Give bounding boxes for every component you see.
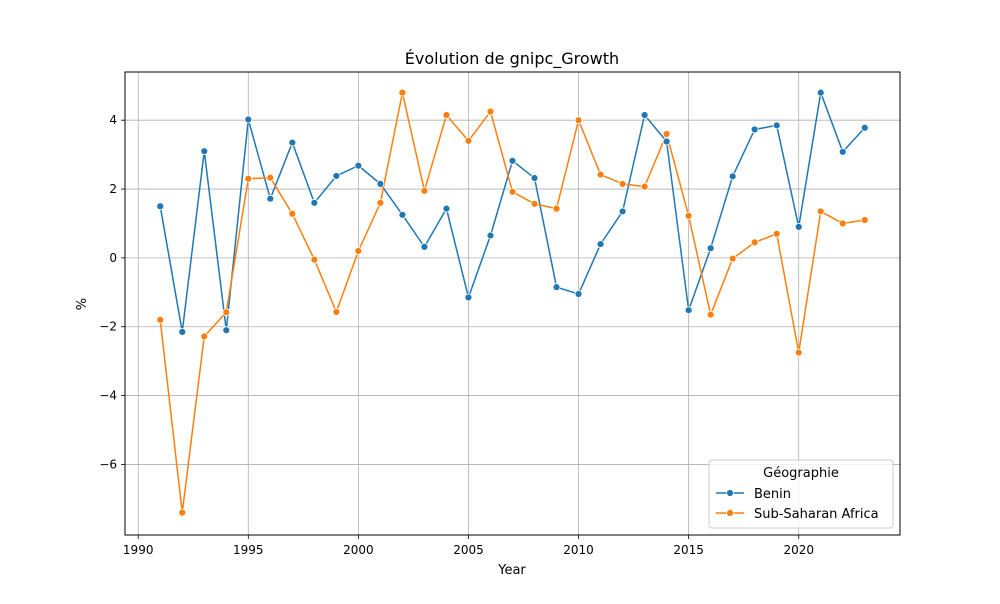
legend-marker-benin [726, 489, 734, 497]
x-tick-label: 1990 [123, 543, 154, 557]
data-point-benin [684, 306, 693, 315]
data-point-ssa [200, 332, 209, 341]
data-point-benin [222, 326, 231, 335]
data-point-ssa [464, 136, 473, 145]
data-point-benin [640, 111, 649, 119]
y-tick-label: 2 [109, 182, 117, 196]
data-point-ssa [750, 238, 759, 247]
data-point-benin [596, 240, 605, 249]
x-tick-label: 2020 [783, 543, 814, 557]
data-point-benin [310, 198, 319, 207]
data-point-ssa [574, 116, 583, 125]
data-point-ssa [332, 308, 341, 316]
data-point-benin [706, 244, 715, 253]
data-point-benin [552, 283, 561, 292]
data-point-benin [816, 88, 825, 97]
plot-frame [124, 71, 901, 536]
data-point-benin [156, 202, 165, 211]
data-point-benin [178, 327, 187, 336]
data-point-benin [332, 172, 341, 180]
data-point-benin [838, 147, 847, 156]
y-tick-label: −6 [99, 457, 117, 471]
x-tick-label: 2005 [453, 543, 484, 557]
y-tick-label: −4 [99, 389, 117, 403]
data-point-benin [464, 293, 473, 302]
data-point-benin [442, 204, 451, 213]
data-point-ssa [156, 315, 165, 324]
data-point-ssa [486, 107, 495, 116]
y-tick-label: 4 [109, 113, 117, 127]
data-point-benin [794, 223, 803, 231]
y-tick-label: 0 [109, 251, 117, 265]
data-point-ssa [816, 207, 825, 216]
data-point-ssa [222, 308, 231, 317]
data-point-benin [618, 207, 627, 216]
data-point-benin [200, 147, 209, 156]
data-point-ssa [178, 508, 187, 517]
data-point-benin [772, 121, 781, 130]
data-point-ssa [552, 204, 561, 213]
data-point-benin [662, 137, 671, 146]
y-axis-label: % [75, 298, 90, 310]
data-point-benin [574, 290, 583, 298]
y-tick-label: −2 [99, 320, 117, 334]
y-axis-ticks: −6 −4 −2 0 2 4 [99, 113, 125, 471]
data-point-ssa [420, 186, 429, 195]
data-point-benin [750, 125, 759, 134]
chart-title: Évolution de gnipc_Growth [405, 49, 619, 69]
data-point-ssa [662, 130, 671, 138]
data-point-ssa [288, 209, 297, 218]
legend-marker-ssa [726, 509, 734, 517]
data-point-ssa [772, 229, 781, 238]
data-point-benin [398, 210, 407, 219]
data-point-benin [354, 161, 363, 170]
legend-label-ssa: Sub-Saharan Africa [754, 507, 879, 522]
x-axis-label: Year [497, 563, 526, 578]
x-tick-label: 1995 [233, 543, 264, 557]
legend-title: Géographie [763, 466, 839, 481]
data-point-ssa [640, 182, 649, 191]
data-point-ssa [860, 216, 869, 224]
data-point-ssa [354, 247, 363, 255]
x-tick-label: 2015 [673, 543, 704, 557]
data-point-benin [728, 172, 737, 181]
data-point-ssa [442, 111, 451, 119]
data-point-ssa [706, 310, 715, 319]
data-point-ssa [398, 88, 407, 97]
data-point-ssa [838, 219, 847, 228]
data-point-ssa [596, 170, 605, 179]
data-point-ssa [376, 198, 385, 207]
x-tick-label: 2000 [343, 543, 374, 557]
data-point-ssa [508, 187, 517, 196]
data-point-benin [486, 231, 495, 240]
series-markers [156, 88, 869, 517]
data-point-benin [266, 194, 275, 203]
data-point-ssa [794, 348, 803, 357]
data-point-benin [244, 115, 253, 124]
x-axis-ticks: 1990 1995 2000 2005 2010 2015 2020 [123, 535, 814, 557]
legend-box [708, 459, 894, 529]
data-point-benin [420, 242, 429, 251]
legend: Géographie Benin Sub-Saharan Africa [708, 459, 894, 529]
data-point-ssa [530, 199, 539, 208]
data-point-ssa [244, 174, 253, 183]
data-point-benin [288, 138, 297, 147]
data-point-ssa [684, 211, 693, 220]
data-point-ssa [310, 255, 319, 264]
legend-label-benin: Benin [754, 487, 791, 502]
x-tick-label: 2010 [563, 543, 594, 557]
data-point-benin [376, 179, 385, 188]
data-point-benin [508, 156, 517, 165]
data-point-ssa [266, 173, 275, 182]
data-point-benin [530, 174, 539, 182]
data-point-ssa [728, 254, 737, 263]
data-point-benin [860, 123, 869, 132]
data-point-ssa [618, 179, 627, 188]
grid-lines [125, 72, 900, 535]
